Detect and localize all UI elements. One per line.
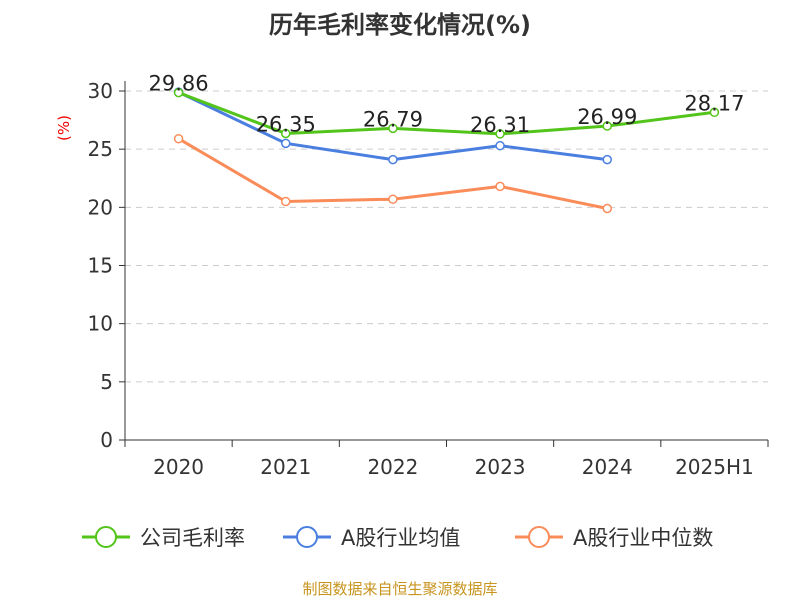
x-tick-label: 2024 (582, 455, 633, 479)
data-point (709, 107, 720, 118)
data-label: 26.99 (577, 105, 637, 129)
data-label: 28.17 (684, 91, 744, 115)
data-label: 26.79 (363, 107, 423, 131)
data-label: 26.35 (256, 112, 316, 136)
x-tick-label: 2021 (260, 455, 311, 479)
x-tick-label: 2022 (367, 455, 418, 479)
x-tick-label: 2020 (153, 455, 204, 479)
data-point (281, 128, 291, 139)
chart-title: 历年毛利率变化情况(%) (269, 11, 531, 39)
data-point (495, 181, 505, 192)
data-point (281, 196, 291, 207)
legend-marker (296, 526, 318, 548)
data-point (388, 194, 398, 204)
y-tick-label: 5 (100, 370, 113, 394)
data-point (388, 154, 398, 165)
source-note: 制图数据来自恒生聚源数据库 (302, 580, 497, 598)
data-label: 26.31 (470, 113, 530, 137)
legend-label: A股行业中位数 (573, 526, 713, 550)
legend-label: 公司毛利率 (140, 526, 245, 550)
data-point (173, 87, 184, 98)
data-label: 29.86 (149, 72, 209, 96)
data-point (495, 140, 505, 151)
legend-marker (528, 526, 550, 548)
data-point (602, 154, 612, 165)
y-tick-label: 25 (88, 137, 113, 161)
data-point (602, 121, 612, 131)
data-point (173, 133, 184, 144)
x-tick-label: 2025H1 (675, 455, 754, 479)
x-tick-label: 2023 (475, 455, 526, 479)
data-point (495, 129, 505, 139)
y-tick-label: 10 (88, 312, 113, 336)
legend-marker (95, 526, 117, 548)
y-axis-label: (%) (55, 115, 73, 141)
data-point (388, 123, 398, 134)
legend-label: A股行业均值 (341, 526, 460, 550)
data-point (281, 138, 291, 149)
data-point (602, 203, 612, 214)
series-line-0 (178, 91, 715, 136)
y-tick-label: 0 (100, 428, 113, 452)
y-tick-label: 20 (88, 195, 113, 219)
y-tick-label: 30 (88, 79, 113, 103)
y-tick-label: 15 (88, 254, 113, 278)
